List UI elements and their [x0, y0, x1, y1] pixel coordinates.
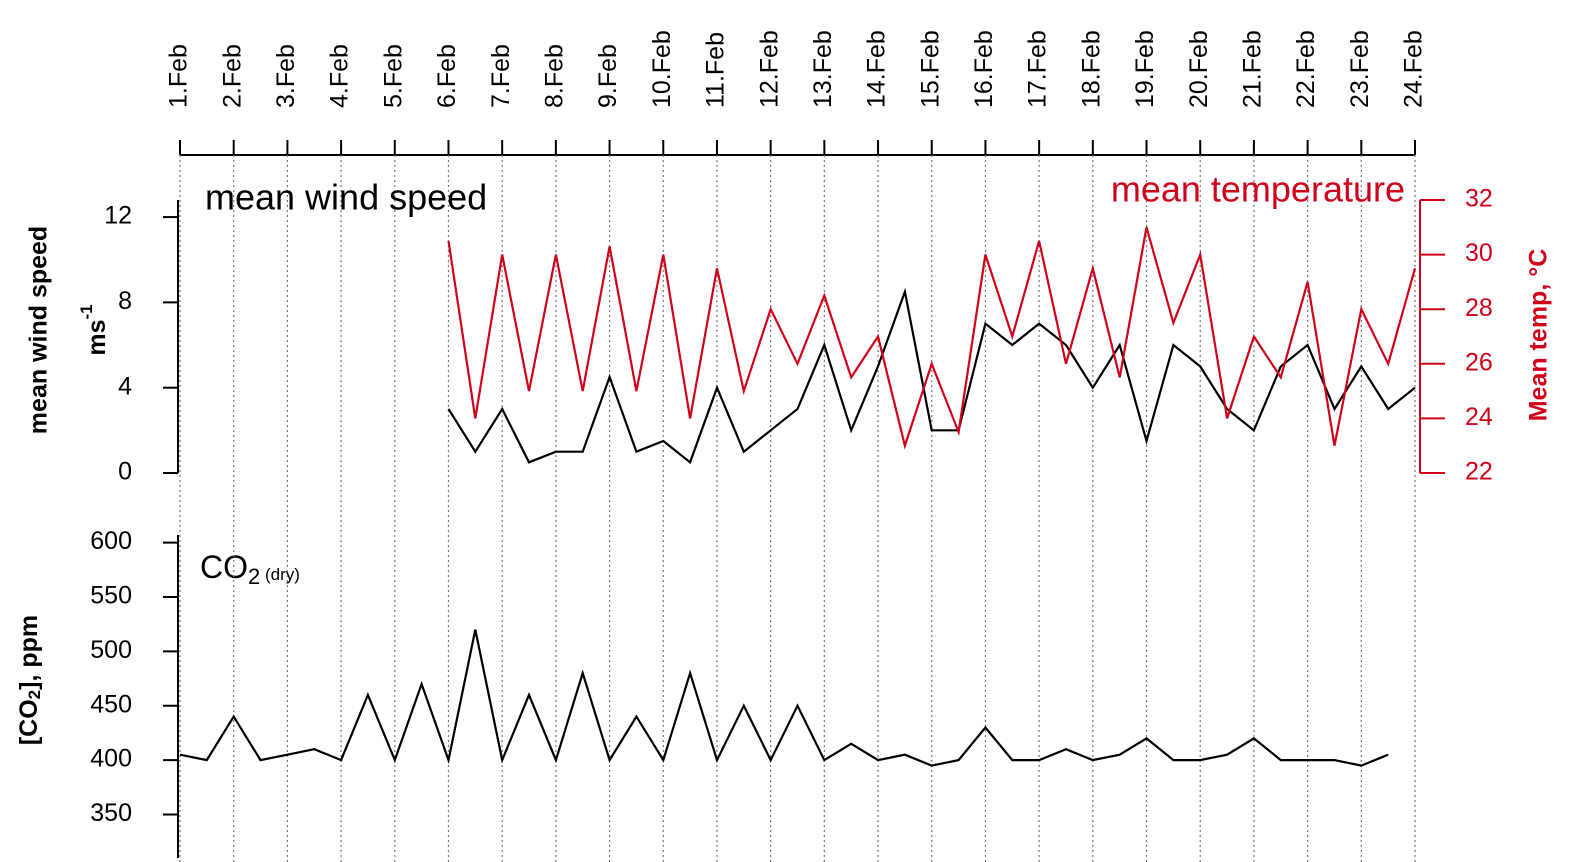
y2-tick-label: 24: [1465, 403, 1493, 431]
co2-axis-label: [CO2], ppm: [15, 615, 45, 745]
y2-tick-label: 28: [1465, 294, 1493, 322]
x-tick-label: 10.Feb: [648, 30, 676, 108]
y-tick-label: 400: [90, 745, 132, 773]
data-line: [179, 629, 1389, 767]
x-tick-label: 18.Feb: [1077, 30, 1105, 108]
label-sub: 2: [25, 690, 44, 699]
y2-tick-label: 32: [1465, 185, 1493, 213]
x-tick-label: 11.Feb: [702, 32, 730, 108]
series-annotation: mean wind speed: [205, 177, 487, 218]
x-tick-label: 9.Feb: [594, 44, 622, 108]
x-tick-label: 13.Feb: [809, 30, 837, 108]
x-tick-label: 23.Feb: [1346, 30, 1374, 108]
x-tick-label: 6.Feb: [433, 44, 461, 108]
unit-exponent: -1: [77, 304, 96, 319]
annotation-sub: 2: [248, 564, 260, 589]
annotation-sub: (dry): [260, 565, 300, 584]
data-line: [447, 287, 1416, 465]
y2-tick-label: 22: [1465, 458, 1493, 486]
x-tick-label: 4.Feb: [326, 44, 354, 108]
data-line: [447, 227, 1417, 450]
y-tick-label: 500: [90, 636, 132, 664]
x-tick-label: 14.Feb: [863, 30, 891, 108]
x-tick-label: 8.Feb: [540, 44, 568, 108]
x-tick-label: 16.Feb: [970, 30, 998, 108]
label-text: [CO: [15, 699, 43, 745]
x-tick-label: 5.Feb: [379, 44, 407, 108]
unit-text: ms: [83, 319, 111, 355]
y2-axis-label: Mean temp, °C: [1525, 249, 1553, 422]
co2-annotation: CO2 (dry): [200, 549, 300, 588]
annotation-text: CO: [200, 549, 248, 585]
y2-tick-label: 26: [1465, 348, 1493, 376]
y2-tick-label: 30: [1465, 239, 1493, 267]
x-tick-label: 15.Feb: [916, 30, 944, 108]
x-tick-label: 22.Feb: [1292, 30, 1320, 108]
label-text: ], ppm: [15, 615, 43, 690]
y-tick-label: 8: [118, 287, 132, 315]
y-tick-label: 450: [90, 690, 132, 718]
y-tick-label: 350: [90, 799, 132, 827]
y-tick-label: 550: [90, 582, 132, 610]
x-tick-label: 24.Feb: [1400, 30, 1428, 108]
y-tick-label: 12: [104, 202, 132, 230]
y-tick-label: 600: [90, 527, 132, 555]
y-tick-label: 4: [118, 372, 132, 400]
y-axis-label: mean wind speed: [25, 226, 53, 434]
x-tick-label: 20.Feb: [1185, 30, 1213, 108]
x-tick-label: 12.Feb: [755, 30, 783, 108]
y-tick-label: 0: [118, 458, 132, 486]
x-tick-label: 19.Feb: [1131, 30, 1159, 108]
x-tick-label: 3.Feb: [272, 44, 300, 108]
y-axis-unit: ms-1: [77, 304, 110, 355]
series-annotation: mean temperature: [1111, 169, 1405, 210]
x-tick-label: 7.Feb: [487, 44, 515, 108]
x-tick-label: 21.Feb: [1239, 30, 1267, 108]
x-tick-label: 17.Feb: [1024, 30, 1052, 108]
x-tick-label: 1.Feb: [165, 44, 193, 108]
x-tick-label: 2.Feb: [218, 44, 246, 108]
